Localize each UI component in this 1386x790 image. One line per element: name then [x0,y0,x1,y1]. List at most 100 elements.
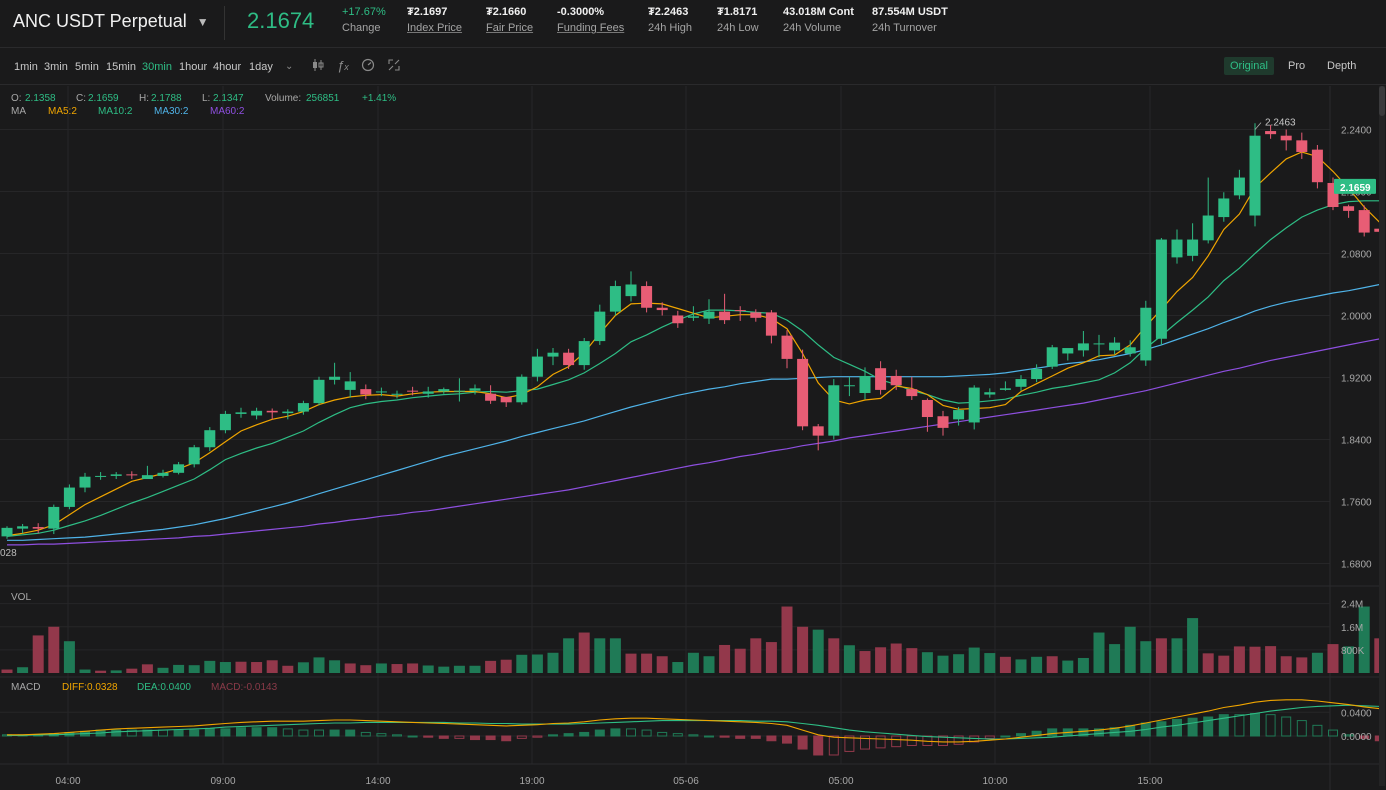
candle [32,523,44,534]
ohlc-close-label: C: [76,93,86,104]
candle [1343,204,1355,218]
volume-bar [219,662,231,673]
volume-bar [1374,638,1379,673]
stat-label: 24h High [648,22,693,34]
macd-histogram-bar [610,728,621,737]
time-tick-label: 14:00 [365,776,390,787]
time-tick-label: 05:00 [828,776,853,787]
macd-histogram-bar [501,735,512,742]
chevron-down-icon[interactable]: ⌄ [285,61,294,72]
interval-15min[interactable]: 15min [106,61,136,73]
macd-histogram-bar [1187,717,1198,737]
candlestick-type-icon[interactable] [311,58,325,75]
time-tick-label: 05-06 [673,776,699,787]
macd-histogram-bar [1172,718,1182,737]
candle-body [360,389,372,395]
candle [110,472,122,480]
stat-index-price[interactable]: ₮2.1697 Index Price [407,6,462,34]
interval-1hour[interactable]: 1hour [179,61,208,73]
interval-1day[interactable]: 1day [249,61,273,73]
volume-bar [719,644,731,673]
macd-diff-line [7,699,1379,743]
stat-label[interactable]: Funding Fees [557,22,625,34]
candle-body [890,375,902,386]
volume-bar [157,667,169,673]
chart-scrollbar[interactable] [1379,86,1385,786]
macd-dea-line [7,704,1379,740]
volume-bar [1233,646,1245,673]
volume-bar [1046,656,1058,673]
candle-body [1109,342,1121,351]
candle [63,484,75,510]
candle-body [1093,343,1105,345]
candle-body [453,390,465,392]
indicator-fx-icon[interactable]: ƒx [337,58,349,73]
volume-bar [32,635,44,673]
stat-fair-price[interactable]: ₮2.1660 Fair Price [486,6,533,34]
macd-histogram-bar [953,735,964,745]
candle-body [79,476,91,488]
macd-histogram-bar [860,735,870,750]
stat-label[interactable]: Index Price [407,22,463,34]
ma60-line [7,338,1379,546]
candle [1046,344,1058,369]
stat-funding-fees[interactable]: -0.3000% Funding Fees [557,6,624,34]
symbol-selector[interactable]: ANC USDT Perpetual ▼ [13,11,209,32]
candle [578,337,590,370]
macd-histogram-bar [1078,728,1089,737]
volume-bar [828,638,840,673]
speedometer-icon[interactable] [361,58,375,75]
volume-bar [1358,606,1370,673]
volume-bar [469,665,481,673]
volume-bar [765,642,777,673]
candle-body [999,388,1011,390]
interval-5min[interactable]: 5min [75,61,99,73]
macd-histogram-bar [142,729,153,737]
macd-histogram-bar [548,734,558,737]
macd-histogram-bar [1281,716,1292,737]
macd-hist-label: MACD:-0.0143 [211,682,278,693]
interval-30min[interactable]: 30min [142,61,172,73]
volume-bar [1093,632,1105,673]
kline-chart[interactable]: 2.24002.16002.08002.00001.92001.84001.76… [0,86,1379,790]
view-depth[interactable]: Depth [1327,60,1357,72]
macd-histogram-bar [641,729,652,737]
volume-bar [422,665,434,673]
candle [360,384,372,400]
volume-bar [344,663,356,673]
candle-body [531,356,543,377]
volume-bar [516,654,528,673]
candle-body [1311,149,1323,183]
candle [126,471,138,480]
volume-bar [968,647,980,673]
candle-body [1280,135,1292,141]
candle [656,302,668,316]
interval-4hour[interactable]: 4hour [213,61,242,73]
view-original[interactable]: Original [1224,57,1274,75]
volume-bar [625,653,637,673]
ma30-label: MA30:2 [154,106,189,117]
fullscreen-icon[interactable] [387,58,401,75]
macd-histogram-bar [1328,729,1338,737]
stat-24h-high: ₮2.2463 24h High [648,6,692,34]
stat-value: ₮2.1697 [407,6,448,18]
volume-bar [656,656,668,673]
candle [1140,300,1152,366]
candle [843,376,855,397]
interval-1min[interactable]: 1min [14,61,38,73]
view-pro[interactable]: Pro [1288,60,1306,72]
macd-histogram-bar [766,735,777,742]
candle [984,388,996,398]
stat-label[interactable]: Fair Price [486,22,534,34]
volume-bar [375,663,387,673]
candle [1233,169,1245,200]
volume-bar [297,662,309,673]
volume-bar [531,654,543,673]
volume-tick-label: 2.4M [1341,600,1363,611]
candle [547,348,559,366]
candle-body [797,358,809,427]
candle [48,504,60,535]
scrollbar-thumb[interactable] [1379,86,1385,116]
interval-3min[interactable]: 3min [44,61,68,73]
candle-body [235,412,247,414]
